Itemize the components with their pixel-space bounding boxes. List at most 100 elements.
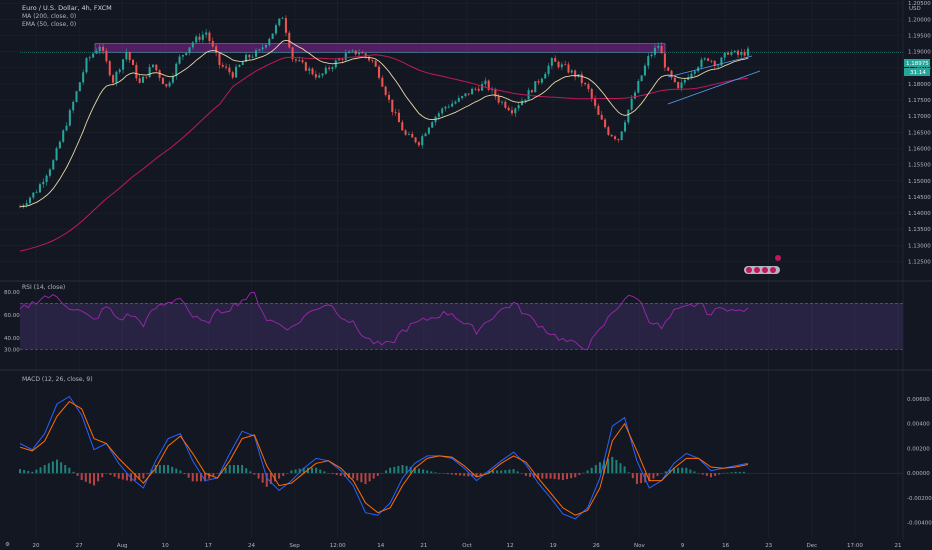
candle-body xyxy=(560,64,563,68)
candle-body xyxy=(530,90,533,93)
histogram-bar xyxy=(660,473,663,474)
histogram-bar xyxy=(652,473,655,479)
candle-body xyxy=(331,67,334,69)
histogram-bar xyxy=(245,468,248,474)
histogram-bar xyxy=(158,465,161,474)
time-tick-label: 17 xyxy=(205,543,212,549)
histogram-bar xyxy=(631,473,634,479)
histogram-bar xyxy=(56,459,59,474)
macd-tick-label: -0.00400 xyxy=(907,521,932,527)
histogram-bar xyxy=(726,472,729,474)
histogram-bar xyxy=(594,465,597,474)
histogram-bar xyxy=(742,471,745,474)
histogram-bar xyxy=(290,470,293,474)
candle-body xyxy=(700,59,703,68)
price-tick-label: 1.17500 xyxy=(908,98,931,104)
histogram-bar xyxy=(738,471,741,474)
candle-body xyxy=(314,74,317,78)
price-badge xyxy=(904,59,930,67)
candle-body xyxy=(547,65,550,74)
histogram-bar xyxy=(553,473,556,480)
histogram-bar xyxy=(294,469,297,474)
candle-body xyxy=(720,57,723,66)
histogram-bar xyxy=(23,470,26,474)
histogram-bar xyxy=(35,469,38,474)
candle-body xyxy=(444,106,447,109)
histogram-bar xyxy=(635,473,638,485)
candle-body xyxy=(746,48,750,56)
histogram-bar xyxy=(257,473,260,479)
channel-upper-line[interactable] xyxy=(667,55,753,78)
histogram-bar xyxy=(80,473,83,480)
histogram-bar xyxy=(372,473,375,479)
histogram-bar xyxy=(677,467,680,474)
candle-body xyxy=(371,60,374,62)
candle-body xyxy=(254,50,258,57)
candle-body xyxy=(564,64,567,66)
candle-body xyxy=(417,142,420,146)
histogram-bar xyxy=(422,469,425,474)
histogram-bar xyxy=(681,467,684,474)
time-tick-label: 24 xyxy=(248,543,255,549)
candle-body xyxy=(261,47,264,50)
candle-body xyxy=(291,47,294,60)
time-tick-label: Sep xyxy=(289,543,300,549)
histogram-bar xyxy=(446,473,449,475)
replay-badge-icon[interactable] xyxy=(744,255,781,274)
candle-body xyxy=(737,50,740,55)
candle-body xyxy=(181,55,184,57)
candle-body xyxy=(703,58,706,60)
candle-body xyxy=(630,98,633,110)
candle-body xyxy=(497,96,500,103)
ema50-line xyxy=(19,39,749,208)
candle-body xyxy=(504,101,507,108)
histogram-bar xyxy=(574,473,577,478)
rsi-axis[interactable]: 30.00 40.00 60.00 80.00 xyxy=(4,290,20,354)
price-tick-label: 1.15500 xyxy=(908,163,931,169)
histogram-bar xyxy=(734,471,737,474)
histogram-bar xyxy=(578,473,581,476)
candle-body xyxy=(341,58,344,60)
histogram-bar xyxy=(607,458,610,474)
candle-body xyxy=(145,76,148,78)
candle-body xyxy=(171,76,174,83)
resistance-zone[interactable] xyxy=(94,43,666,53)
candle-body xyxy=(623,122,627,132)
macd-legend: MACD (12, 26, close, 9) xyxy=(22,376,93,383)
candle-body xyxy=(743,51,746,56)
candle-body xyxy=(481,84,484,91)
candle-body xyxy=(494,89,497,97)
histogram-bar xyxy=(121,473,124,480)
macd-histogram xyxy=(19,456,745,487)
price-tick-label: 1.18000 xyxy=(908,82,931,88)
candle-body xyxy=(414,137,417,143)
candle-body xyxy=(165,84,168,87)
candle-body xyxy=(424,133,427,137)
time-tick-label: Dec xyxy=(806,543,817,549)
candle-body xyxy=(431,122,434,128)
candle-body xyxy=(318,75,321,78)
histogram-bar xyxy=(467,473,470,477)
grid xyxy=(0,0,903,538)
histogram-bar xyxy=(84,473,87,482)
histogram-bar xyxy=(31,471,34,474)
candle-body xyxy=(517,105,520,109)
histogram-bar xyxy=(516,471,519,474)
macd-axis[interactable]: -0.00400 -0.00200 0.00000 0.00200 0.00400 0.0… xyxy=(907,397,932,527)
candle-body xyxy=(328,67,331,69)
time-tick-label: 12 xyxy=(507,543,514,549)
price-axis[interactable]: 1.12500 1.13000 1.13500 1.14000 1.14500 1.150… xyxy=(908,1,931,265)
time-tick-label: 16 xyxy=(722,543,729,549)
settings-icon[interactable]: ⚙ xyxy=(5,542,10,548)
channel-lower-line[interactable] xyxy=(667,70,761,105)
time-axis[interactable]: 20 27 Aug 10 17 24 Sep 12:00 14 21 Oct 12 19 26 Nov 9 16… xyxy=(33,543,902,549)
candle-body xyxy=(264,44,268,48)
histogram-bar xyxy=(730,472,733,474)
time-tick-label: 12:00 xyxy=(330,543,346,549)
candle-body xyxy=(567,64,570,73)
time-tick-label: 20 xyxy=(33,543,40,549)
histogram-bar xyxy=(648,473,651,482)
histogram-bar xyxy=(274,473,277,482)
candle-body xyxy=(35,192,38,194)
